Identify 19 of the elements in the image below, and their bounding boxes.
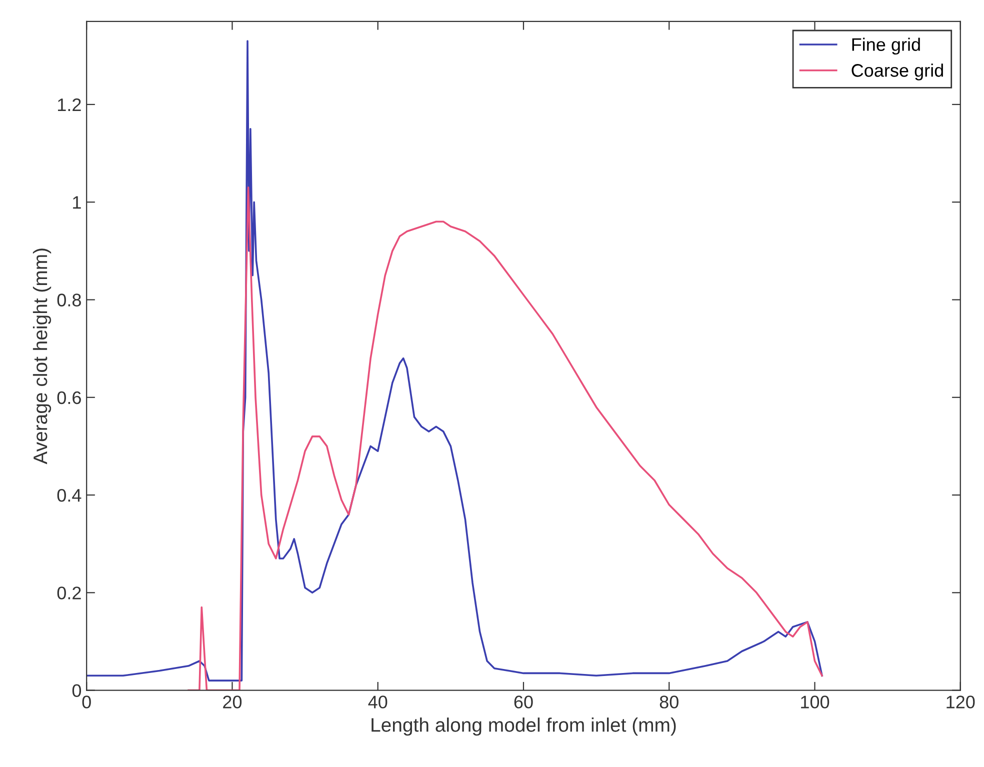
legend-label: Fine grid <box>852 38 920 55</box>
y-tick-label: 0 <box>72 684 82 698</box>
x-tick-label: 80 <box>660 696 678 708</box>
y-axis-title: Average clot height (mm) <box>32 248 52 464</box>
y-tick-label: 1.2 <box>58 98 81 112</box>
x-tick-label: 100 <box>801 696 830 708</box>
x-tick-label: 20 <box>223 696 242 708</box>
line-series <box>86 40 823 682</box>
y-tick-label: 0.6 <box>57 391 81 404</box>
y-tick-label: 0.2 <box>57 586 81 600</box>
y-tick-label: 0.4 <box>57 488 82 502</box>
x-axis-title: Length along model from inlet (mm) <box>372 718 676 736</box>
x-tick-label: 40 <box>368 696 388 708</box>
legend-label: Coarse grid <box>852 64 943 80</box>
x-tick-label: 120 <box>946 696 975 708</box>
x-tick-label: 0 <box>82 696 91 708</box>
x-tick-label: 60 <box>514 696 533 708</box>
y-tick-label: 0.8 <box>57 294 81 306</box>
y-tick-label: 1 <box>73 196 81 209</box>
